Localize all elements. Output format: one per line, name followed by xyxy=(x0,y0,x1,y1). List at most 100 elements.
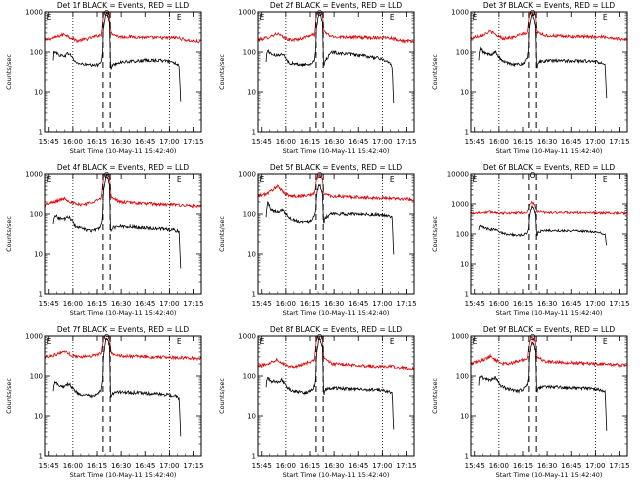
y-tick-label: 100 xyxy=(30,49,43,57)
y-tick-label: 1 xyxy=(252,290,256,298)
y-tick-label: 100 xyxy=(243,49,256,57)
x-tick-label: 16:45 xyxy=(348,462,368,470)
plot-frame xyxy=(44,335,202,457)
x-tick-label: 16:15 xyxy=(300,300,320,308)
lld-series-line xyxy=(45,174,201,209)
panel-det-4: 1 10 100 1000 15:45 16:00 16:15 16:30 16:45 17:00… xyxy=(5,163,204,317)
events-series-line xyxy=(52,174,182,269)
left-e-marker: E xyxy=(47,13,52,22)
x-tick-label: 17:15 xyxy=(396,462,416,470)
x-axis-label: Start Time (10-May-11 15:42:40) xyxy=(496,309,603,317)
x-tick-label: 17:00 xyxy=(585,138,605,146)
right-e-marker: E xyxy=(603,13,608,22)
y-axis-label: Counts/sec xyxy=(431,378,439,414)
x-tick-label: 16:45 xyxy=(561,300,581,308)
right-e-marker: E xyxy=(603,175,608,184)
y-tick-label: 10 xyxy=(460,89,469,97)
y-tick-label: 1 xyxy=(465,290,469,298)
x-tick-label: 17:00 xyxy=(585,300,605,308)
x-tick-label: 17:00 xyxy=(159,138,179,146)
x-tick-label: 16:45 xyxy=(561,138,581,146)
y-tick-label: 1000 xyxy=(238,9,256,17)
y-axis-label: Counts/sec xyxy=(5,216,13,252)
y-tick-label: 1000 xyxy=(238,171,256,179)
x-tick-label: 16:00 xyxy=(276,138,296,146)
x-tick-label: 17:15 xyxy=(183,462,203,470)
y-tick-label: 1 xyxy=(252,452,256,460)
x-tick-label: 16:15 xyxy=(87,462,107,470)
x-tick-label: 16:45 xyxy=(135,462,155,470)
y-tick-label: 10 xyxy=(247,89,256,97)
x-tick-label: 17:15 xyxy=(183,300,203,308)
y-tick-label: 1000 xyxy=(25,333,43,341)
panel-title: Det 7f BLACK = Events, RED = LLD xyxy=(57,325,190,334)
x-tick-label: 17:00 xyxy=(159,300,179,308)
right-e-marker: E xyxy=(177,13,182,22)
circle-marker: O xyxy=(317,171,323,180)
x-tick-label: 16:30 xyxy=(111,300,131,308)
events-series-line xyxy=(265,183,395,255)
x-tick-label: 16:45 xyxy=(348,138,368,146)
circle-marker: O xyxy=(104,171,110,180)
panel-det-8: 1 10 100 1000 15:45 16:00 16:15 16:30 16:45 17:00… xyxy=(218,325,417,479)
right-e-marker: E xyxy=(390,337,395,346)
panel-det-2: 1 10 100 1000 15:45 16:00 16:15 16:30 16:45 17:00… xyxy=(218,1,417,155)
right-e-marker: E xyxy=(177,175,182,184)
y-axis-label: Counts/sec xyxy=(431,54,439,90)
y-tick-label: 1 xyxy=(39,290,43,298)
x-tick-label: 15:45 xyxy=(39,138,59,146)
x-tick-label: 16:00 xyxy=(63,462,83,470)
lld-series-line xyxy=(45,12,201,44)
y-tick-label: 10 xyxy=(460,261,469,269)
x-axis-label: Start Time (10-May-11 15:42:40) xyxy=(283,309,390,317)
panel-det-9: 1 10 100 1000 15:45 16:00 16:15 16:30 16:45 17:00… xyxy=(431,325,630,479)
x-axis-label: Start Time (10-May-11 15:42:40) xyxy=(283,147,390,155)
events-series-line xyxy=(478,205,608,246)
x-tick-label: 16:45 xyxy=(561,462,581,470)
panel-det-6: 1 10 100 1000 10000 15:45 16:00 16:15 16:30 16:45… xyxy=(431,163,630,317)
panel-det-3: 1 10 100 1000 15:45 16:00 16:15 16:30 16:45 17:00… xyxy=(431,1,630,155)
left-e-marker: E xyxy=(473,175,478,184)
panel-det-7: 1 10 100 1000 15:45 16:00 16:15 16:30 16:45 17:00… xyxy=(5,325,204,479)
right-e-marker: E xyxy=(603,337,608,346)
x-tick-label: 16:00 xyxy=(276,462,296,470)
y-tick-label: 10 xyxy=(34,251,43,259)
y-tick-label: 100 xyxy=(243,373,256,381)
x-tick-label: 17:00 xyxy=(372,462,392,470)
y-axis-label: Counts/sec xyxy=(5,54,13,90)
x-tick-label: 16:00 xyxy=(489,462,509,470)
x-tick-label: 15:45 xyxy=(465,300,485,308)
right-e-marker: E xyxy=(390,13,395,22)
x-tick-label: 16:15 xyxy=(87,300,107,308)
y-tick-label: 100 xyxy=(243,211,256,219)
y-tick-label: 1000 xyxy=(25,171,43,179)
left-e-marker: E xyxy=(260,175,265,184)
lld-series-line xyxy=(471,200,627,216)
x-tick-label: 16:30 xyxy=(111,138,131,146)
x-tick-label: 16:30 xyxy=(537,462,557,470)
lld-series-line xyxy=(258,336,414,371)
panel-title: Det 4f BLACK = Events, RED = LLD xyxy=(57,163,190,172)
events-series-line xyxy=(265,12,395,104)
panel-title: Det 2f BLACK = Events, RED = LLD xyxy=(270,1,403,10)
y-axis-label: Counts/sec xyxy=(218,54,226,90)
x-tick-label: 16:00 xyxy=(489,138,509,146)
y-tick-label: 100 xyxy=(30,373,43,381)
y-axis-label: Counts/sec xyxy=(218,216,226,252)
panel-det-1: 1 10 100 1000 15:45 16:00 16:15 16:30 16:45 17:00… xyxy=(5,1,204,155)
right-e-marker: E xyxy=(390,175,395,184)
plot-frame xyxy=(470,335,628,457)
lld-series-line xyxy=(258,12,414,45)
events-series-line xyxy=(265,336,395,430)
x-tick-label: 16:30 xyxy=(324,300,344,308)
x-axis-label: Start Time (10-May-11 15:42:40) xyxy=(70,471,177,479)
panel-title: Det 9f BLACK = Events, RED = LLD xyxy=(483,325,616,334)
x-tick-label: 17:15 xyxy=(609,462,629,470)
events-series-line xyxy=(478,13,608,99)
y-tick-label: 1 xyxy=(39,128,43,136)
panel-title: Det 8f BLACK = Events, RED = LLD xyxy=(270,325,403,334)
x-tick-label: 17:15 xyxy=(396,138,416,146)
y-tick-label: 1000 xyxy=(451,201,469,209)
y-tick-label: 100 xyxy=(456,49,469,57)
